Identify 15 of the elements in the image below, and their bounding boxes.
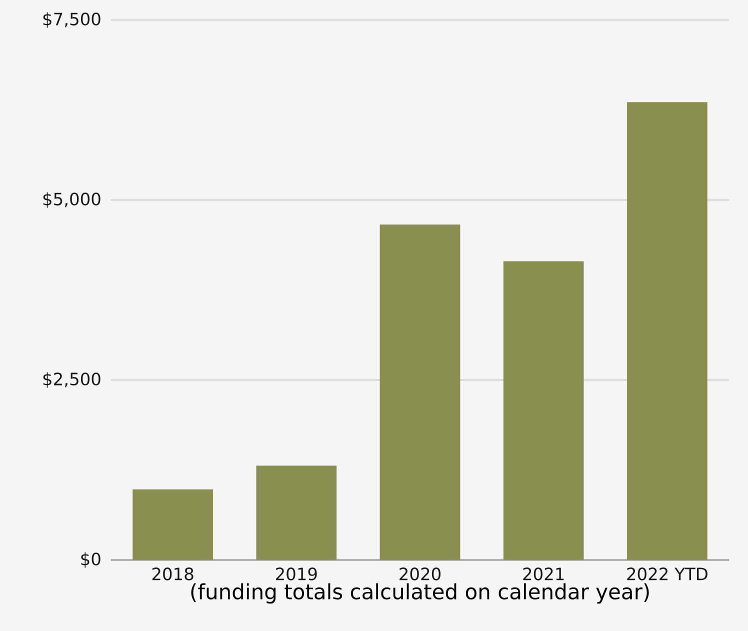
bar — [503, 261, 584, 560]
y-tick-label: $5,000 — [43, 192, 100, 208]
x-tick-label: 2022 YTD — [627, 568, 708, 580]
bar — [627, 102, 708, 560]
y-tick-label: $0 — [81, 552, 100, 568]
x-tick-label: 2019 — [276, 568, 317, 580]
bar — [132, 489, 213, 560]
bar — [256, 466, 337, 560]
y-tick-label: $7,500 — [43, 12, 100, 28]
y-tick-label: $2,500 — [43, 372, 100, 388]
x-axis-title: (funding totals calculated on calendar year) — [191, 583, 649, 604]
x-tick-label: 2018 — [152, 568, 194, 580]
x-tick-label: 2020 — [400, 568, 440, 580]
bar — [380, 224, 460, 560]
x-tick-label: 2021 — [523, 568, 564, 580]
